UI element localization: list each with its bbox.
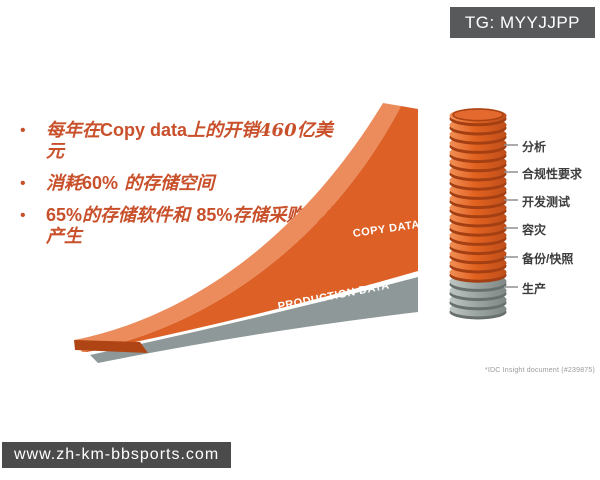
bullet-dot: • — [20, 122, 26, 139]
bullet-2-post: 的存储空间 — [118, 173, 215, 194]
bullet-3-bold2: 85% — [196, 205, 233, 225]
leader-lines — [504, 144, 518, 288]
disk-cylinder-stack — [449, 108, 507, 320]
production-data-wedge — [90, 277, 418, 363]
cylinder-label-analysis: 分析 — [522, 140, 547, 154]
bullet-text-1: 每年在Copy data上的开销460亿美元 — [46, 120, 350, 162]
copy-data-wedge-tip-edge — [74, 340, 148, 353]
bullet-2-pre: 消耗 — [46, 173, 82, 194]
cylinder-label-dr: 容灾 — [522, 223, 547, 237]
bullet-2-bold: 60% — [82, 173, 119, 193]
watermark-url: www.zh-km-bbsports.com — [2, 442, 232, 468]
cylinder-label-devtest: 开发测试 — [522, 195, 571, 209]
footnote: *IDC Insight document (#239875) — [484, 367, 595, 374]
tg-badge: TG: MYYJJPP — [449, 7, 595, 38]
bullet-3-bold1: 65% — [46, 205, 83, 225]
copy-data-wedge-highlight — [74, 103, 401, 352]
cylinder-label-production: 生产 — [522, 282, 547, 296]
bullet-item-2: • 消耗60% 的存储空间 — [14, 173, 350, 194]
bullet-dot: • — [20, 207, 26, 224]
bullet-list: • 每年在Copy data上的开销460亿美元 • 消耗60% 的存储空间 •… — [14, 120, 350, 258]
cylinder-top-face — [452, 108, 504, 122]
bullet-item-1: • 每年在Copy data上的开销460亿美元 — [14, 120, 350, 162]
bullet-1-bold: Copy data — [100, 120, 188, 140]
bullet-1-pre: 每年在 — [46, 120, 100, 141]
copy-data-wedge — [82, 106, 418, 352]
bullet-3-mid: 的存储软件和 — [82, 205, 197, 226]
bullet-text-2: 消耗60% 的存储空间 — [46, 173, 350, 194]
cylinder-label-compliance: 合规性要求 — [522, 167, 583, 181]
bullet-1-post: 上的开销460亿美元 — [46, 120, 333, 162]
cylinder-label-backup: 备份/快照 — [522, 252, 574, 266]
bullet-dot: • — [20, 175, 26, 192]
